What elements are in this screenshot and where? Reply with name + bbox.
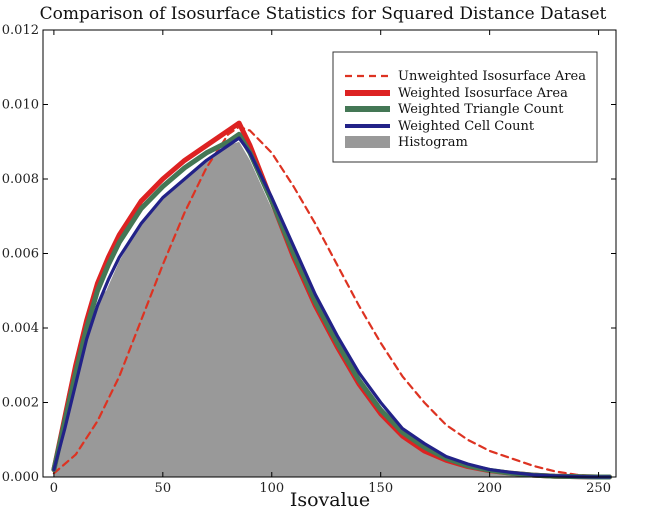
legend-label: Weighted Cell Count (398, 119, 535, 134)
x-tick-label: 0 (50, 481, 58, 496)
y-tick-label: 0.010 (2, 98, 39, 113)
legend-label: Histogram (398, 135, 468, 150)
chart-title: Comparison of Isosurface Statistics for … (40, 4, 607, 24)
x-tick-label: 250 (586, 481, 611, 496)
x-tick-label: 100 (259, 481, 284, 496)
x-tick-label: 50 (155, 481, 172, 496)
legend-label: Unweighted Isosurface Area (398, 69, 586, 84)
legend: Unweighted Isosurface Area Weighted Isosu… (332, 51, 598, 163)
x-axis-title: Isovalue (290, 489, 370, 511)
plot-area (51, 120, 612, 480)
axes: 0 50 100 150 200 250 0.000 0.002 0.004 0.006 0.008… (2, 23, 617, 496)
y-tick-label: 0.006 (2, 247, 39, 262)
histogram-area (53, 141, 610, 478)
legend-swatch-histogram (345, 136, 390, 148)
y-tick-label: 0.012 (2, 23, 39, 38)
x-tick-label: 150 (368, 481, 393, 496)
legend-label: Weighted Isosurface Area (398, 86, 568, 101)
series-line-4 (52, 136, 612, 479)
y-tick-label: 0.002 (2, 396, 39, 411)
y-tick-label: 0.004 (2, 321, 39, 336)
y-tick-label: 0.008 (2, 172, 39, 187)
y-tick-label: 0.000 (2, 470, 39, 485)
series-line-1 (52, 125, 611, 479)
x-tick-label: 200 (477, 481, 502, 496)
legend-label: Weighted Triangle Count (398, 102, 564, 117)
